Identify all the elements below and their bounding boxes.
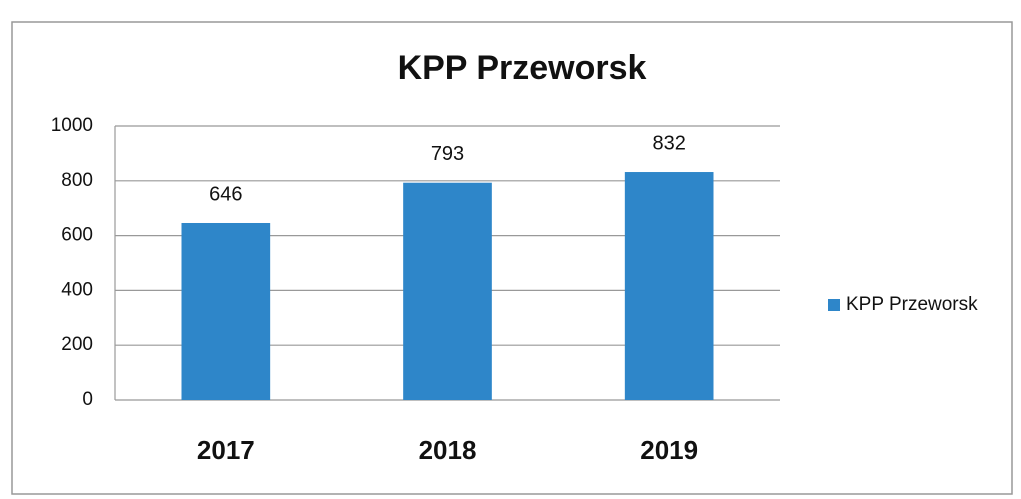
value-label: 646 (209, 183, 242, 205)
legend-swatch (828, 299, 840, 311)
chart-frame (11, 21, 1013, 495)
value-label: 793 (431, 143, 464, 165)
y-tick-label: 800 (61, 170, 93, 191)
chart-title: KPP Przeworsk (398, 49, 647, 87)
bar (181, 222, 271, 400)
y-tick-label: 400 (61, 279, 93, 300)
y-tick-label: 1000 (51, 115, 93, 136)
y-tick-label: 600 (61, 225, 93, 246)
value-label: 832 (652, 132, 685, 154)
legend-label: KPP Przeworsk (846, 294, 978, 315)
bar (624, 172, 714, 400)
y-tick-label: 200 (61, 334, 93, 355)
bar (403, 182, 492, 400)
x-tick-label: 2018 (419, 435, 477, 465)
x-tick-label: 2019 (640, 435, 698, 465)
y-tick-label: 0 (82, 389, 93, 410)
x-tick-label: 2017 (197, 435, 255, 465)
